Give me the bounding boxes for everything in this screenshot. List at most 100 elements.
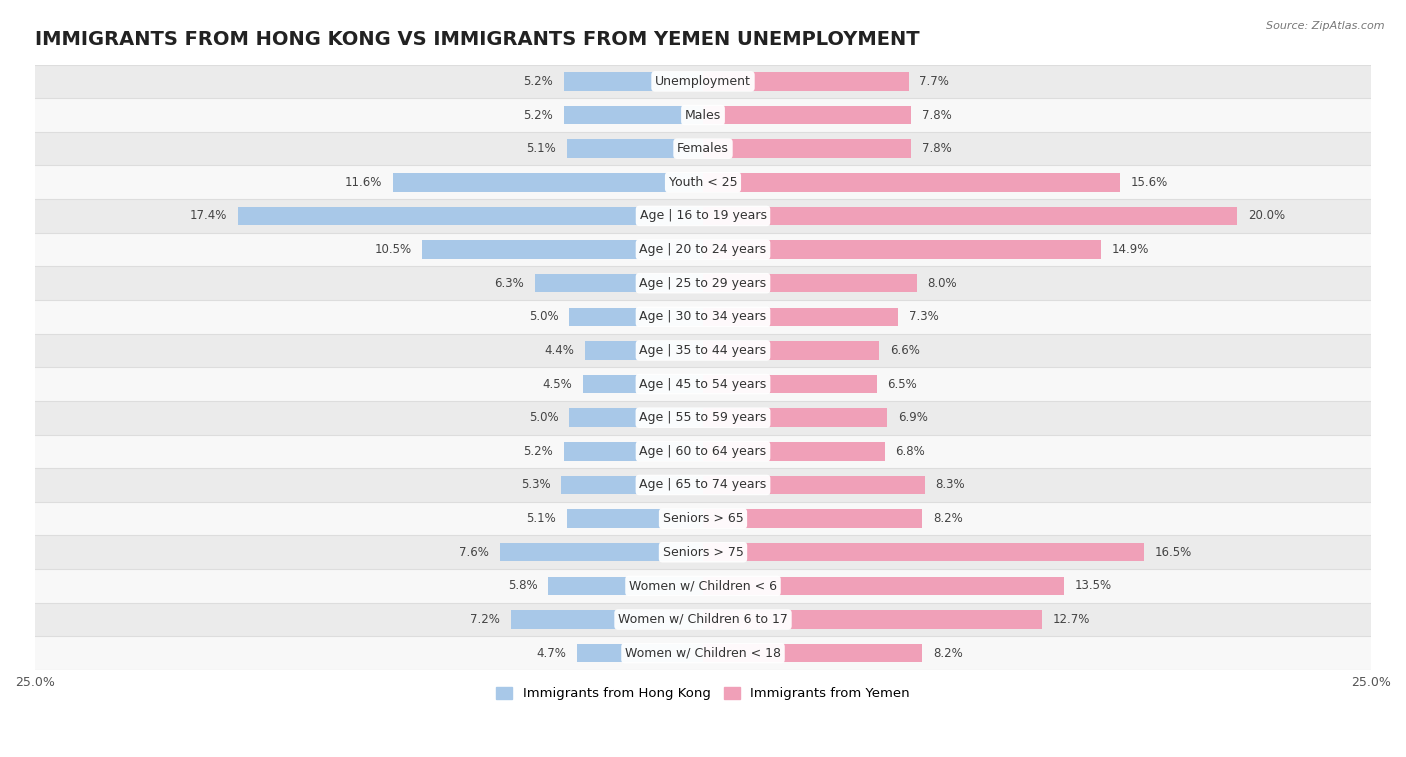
Text: Age | 30 to 34 years: Age | 30 to 34 years (640, 310, 766, 323)
Text: 7.6%: 7.6% (460, 546, 489, 559)
Text: Women w/ Children < 18: Women w/ Children < 18 (626, 646, 780, 659)
Legend: Immigrants from Hong Kong, Immigrants from Yemen: Immigrants from Hong Kong, Immigrants fr… (491, 682, 915, 706)
Bar (510, 610, 703, 629)
Bar (35, 468, 1371, 502)
Bar (703, 139, 911, 158)
Bar (567, 139, 703, 158)
Text: 6.9%: 6.9% (898, 411, 928, 424)
Text: 5.2%: 5.2% (523, 108, 554, 122)
Bar (35, 401, 1371, 435)
Bar (35, 502, 1371, 535)
Bar (578, 644, 703, 662)
Text: 7.8%: 7.8% (922, 108, 952, 122)
Bar (422, 240, 703, 259)
Text: 5.1%: 5.1% (526, 512, 555, 525)
Bar (561, 475, 703, 494)
Bar (703, 274, 917, 292)
Bar (582, 375, 703, 394)
Bar (35, 64, 1371, 98)
Text: Unemployment: Unemployment (655, 75, 751, 88)
Text: 14.9%: 14.9% (1112, 243, 1149, 256)
Text: 5.3%: 5.3% (522, 478, 551, 491)
Bar (703, 72, 908, 91)
Text: Females: Females (678, 142, 728, 155)
Bar (703, 106, 911, 124)
Text: 6.3%: 6.3% (495, 277, 524, 290)
Text: Age | 16 to 19 years: Age | 16 to 19 years (640, 210, 766, 223)
Text: 12.7%: 12.7% (1053, 613, 1091, 626)
Text: 7.3%: 7.3% (908, 310, 939, 323)
Bar (35, 232, 1371, 266)
Bar (567, 509, 703, 528)
Bar (703, 409, 887, 427)
Bar (35, 166, 1371, 199)
Text: 4.4%: 4.4% (546, 344, 575, 357)
Bar (703, 207, 1237, 225)
Bar (534, 274, 703, 292)
Bar (703, 475, 925, 494)
Text: Age | 45 to 54 years: Age | 45 to 54 years (640, 378, 766, 391)
Text: 8.2%: 8.2% (932, 646, 963, 659)
Bar (394, 173, 703, 192)
Text: Age | 20 to 24 years: Age | 20 to 24 years (640, 243, 766, 256)
Bar (35, 603, 1371, 637)
Bar (585, 341, 703, 360)
Text: Age | 35 to 44 years: Age | 35 to 44 years (640, 344, 766, 357)
Text: 15.6%: 15.6% (1130, 176, 1168, 188)
Bar (35, 637, 1371, 670)
Bar (564, 106, 703, 124)
Text: 5.1%: 5.1% (526, 142, 555, 155)
Text: 20.0%: 20.0% (1249, 210, 1285, 223)
Text: 5.2%: 5.2% (523, 445, 554, 458)
Text: 5.8%: 5.8% (508, 579, 537, 593)
Bar (703, 509, 922, 528)
Text: Seniors > 75: Seniors > 75 (662, 546, 744, 559)
Bar (703, 341, 879, 360)
Bar (35, 334, 1371, 367)
Bar (35, 435, 1371, 468)
Bar (569, 307, 703, 326)
Text: 7.7%: 7.7% (920, 75, 949, 88)
Bar (35, 535, 1371, 569)
Text: IMMIGRANTS FROM HONG KONG VS IMMIGRANTS FROM YEMEN UNEMPLOYMENT: IMMIGRANTS FROM HONG KONG VS IMMIGRANTS … (35, 30, 920, 49)
Text: Source: ZipAtlas.com: Source: ZipAtlas.com (1267, 21, 1385, 31)
Text: 11.6%: 11.6% (344, 176, 382, 188)
Bar (35, 132, 1371, 166)
Bar (703, 577, 1064, 595)
Bar (35, 300, 1371, 334)
Bar (703, 307, 898, 326)
Text: 6.8%: 6.8% (896, 445, 925, 458)
Bar (548, 577, 703, 595)
Text: Youth < 25: Youth < 25 (669, 176, 737, 188)
Bar (703, 610, 1042, 629)
Text: 5.0%: 5.0% (529, 310, 558, 323)
Text: Seniors > 65: Seniors > 65 (662, 512, 744, 525)
Bar (703, 240, 1101, 259)
Bar (569, 409, 703, 427)
Text: 5.2%: 5.2% (523, 75, 554, 88)
Bar (703, 543, 1144, 562)
Bar (501, 543, 703, 562)
Text: Age | 25 to 29 years: Age | 25 to 29 years (640, 277, 766, 290)
Bar (564, 442, 703, 460)
Text: 6.5%: 6.5% (887, 378, 917, 391)
Text: 4.7%: 4.7% (537, 646, 567, 659)
Bar (564, 72, 703, 91)
Text: 10.5%: 10.5% (374, 243, 412, 256)
Text: 7.2%: 7.2% (470, 613, 501, 626)
Bar (703, 375, 877, 394)
Bar (703, 442, 884, 460)
Bar (35, 569, 1371, 603)
Text: Age | 55 to 59 years: Age | 55 to 59 years (640, 411, 766, 424)
Text: 8.2%: 8.2% (932, 512, 963, 525)
Text: 16.5%: 16.5% (1154, 546, 1192, 559)
Bar (703, 173, 1119, 192)
Text: 6.6%: 6.6% (890, 344, 920, 357)
Text: Males: Males (685, 108, 721, 122)
Text: Women w/ Children 6 to 17: Women w/ Children 6 to 17 (619, 613, 787, 626)
Bar (238, 207, 703, 225)
Text: 8.3%: 8.3% (935, 478, 965, 491)
Text: 13.5%: 13.5% (1074, 579, 1112, 593)
Text: Age | 60 to 64 years: Age | 60 to 64 years (640, 445, 766, 458)
Text: 17.4%: 17.4% (190, 210, 228, 223)
